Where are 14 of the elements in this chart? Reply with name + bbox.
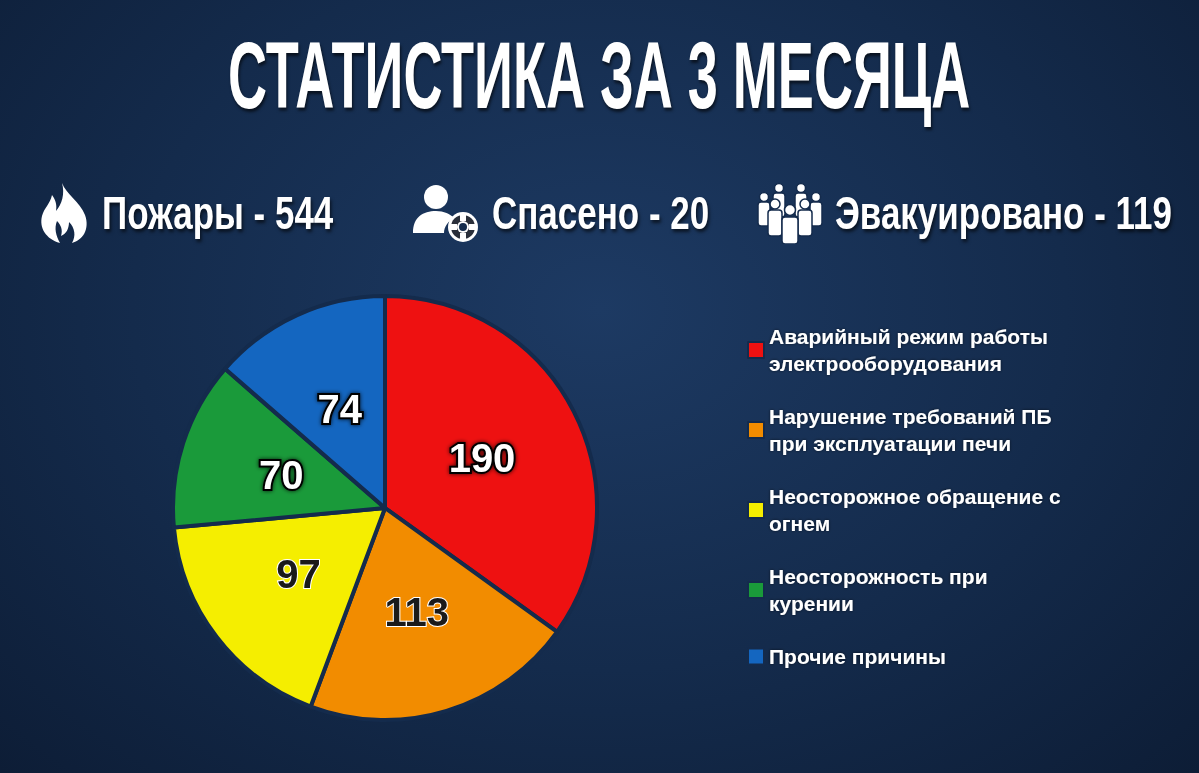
- legend-label: Аварийный режим работы электрооборудования: [769, 325, 1048, 375]
- legend-label: Неосторожное обращение с огнем: [769, 485, 1062, 535]
- data-label: 97: [276, 552, 321, 597]
- legend-label: Нарушение требований ПБ при эксплуатации печи: [769, 405, 1052, 455]
- text: Спасено - 20: [492, 186, 710, 240]
- text: Пожары - 544: [102, 186, 334, 240]
- data-label: 190: [448, 436, 516, 481]
- legend-label: Прочие причины: [769, 645, 946, 668]
- data-label: 113: [384, 590, 449, 635]
- data-label: 70: [259, 452, 304, 497]
- legend-label: Неосторожность при курении: [769, 565, 988, 615]
- chart-title: СТАТИСТИКА ЗА 3 МЕСЯЦА: [228, 23, 971, 128]
- data-label: 74: [317, 386, 363, 431]
- text: Эвакуировано - 119: [835, 186, 1172, 240]
